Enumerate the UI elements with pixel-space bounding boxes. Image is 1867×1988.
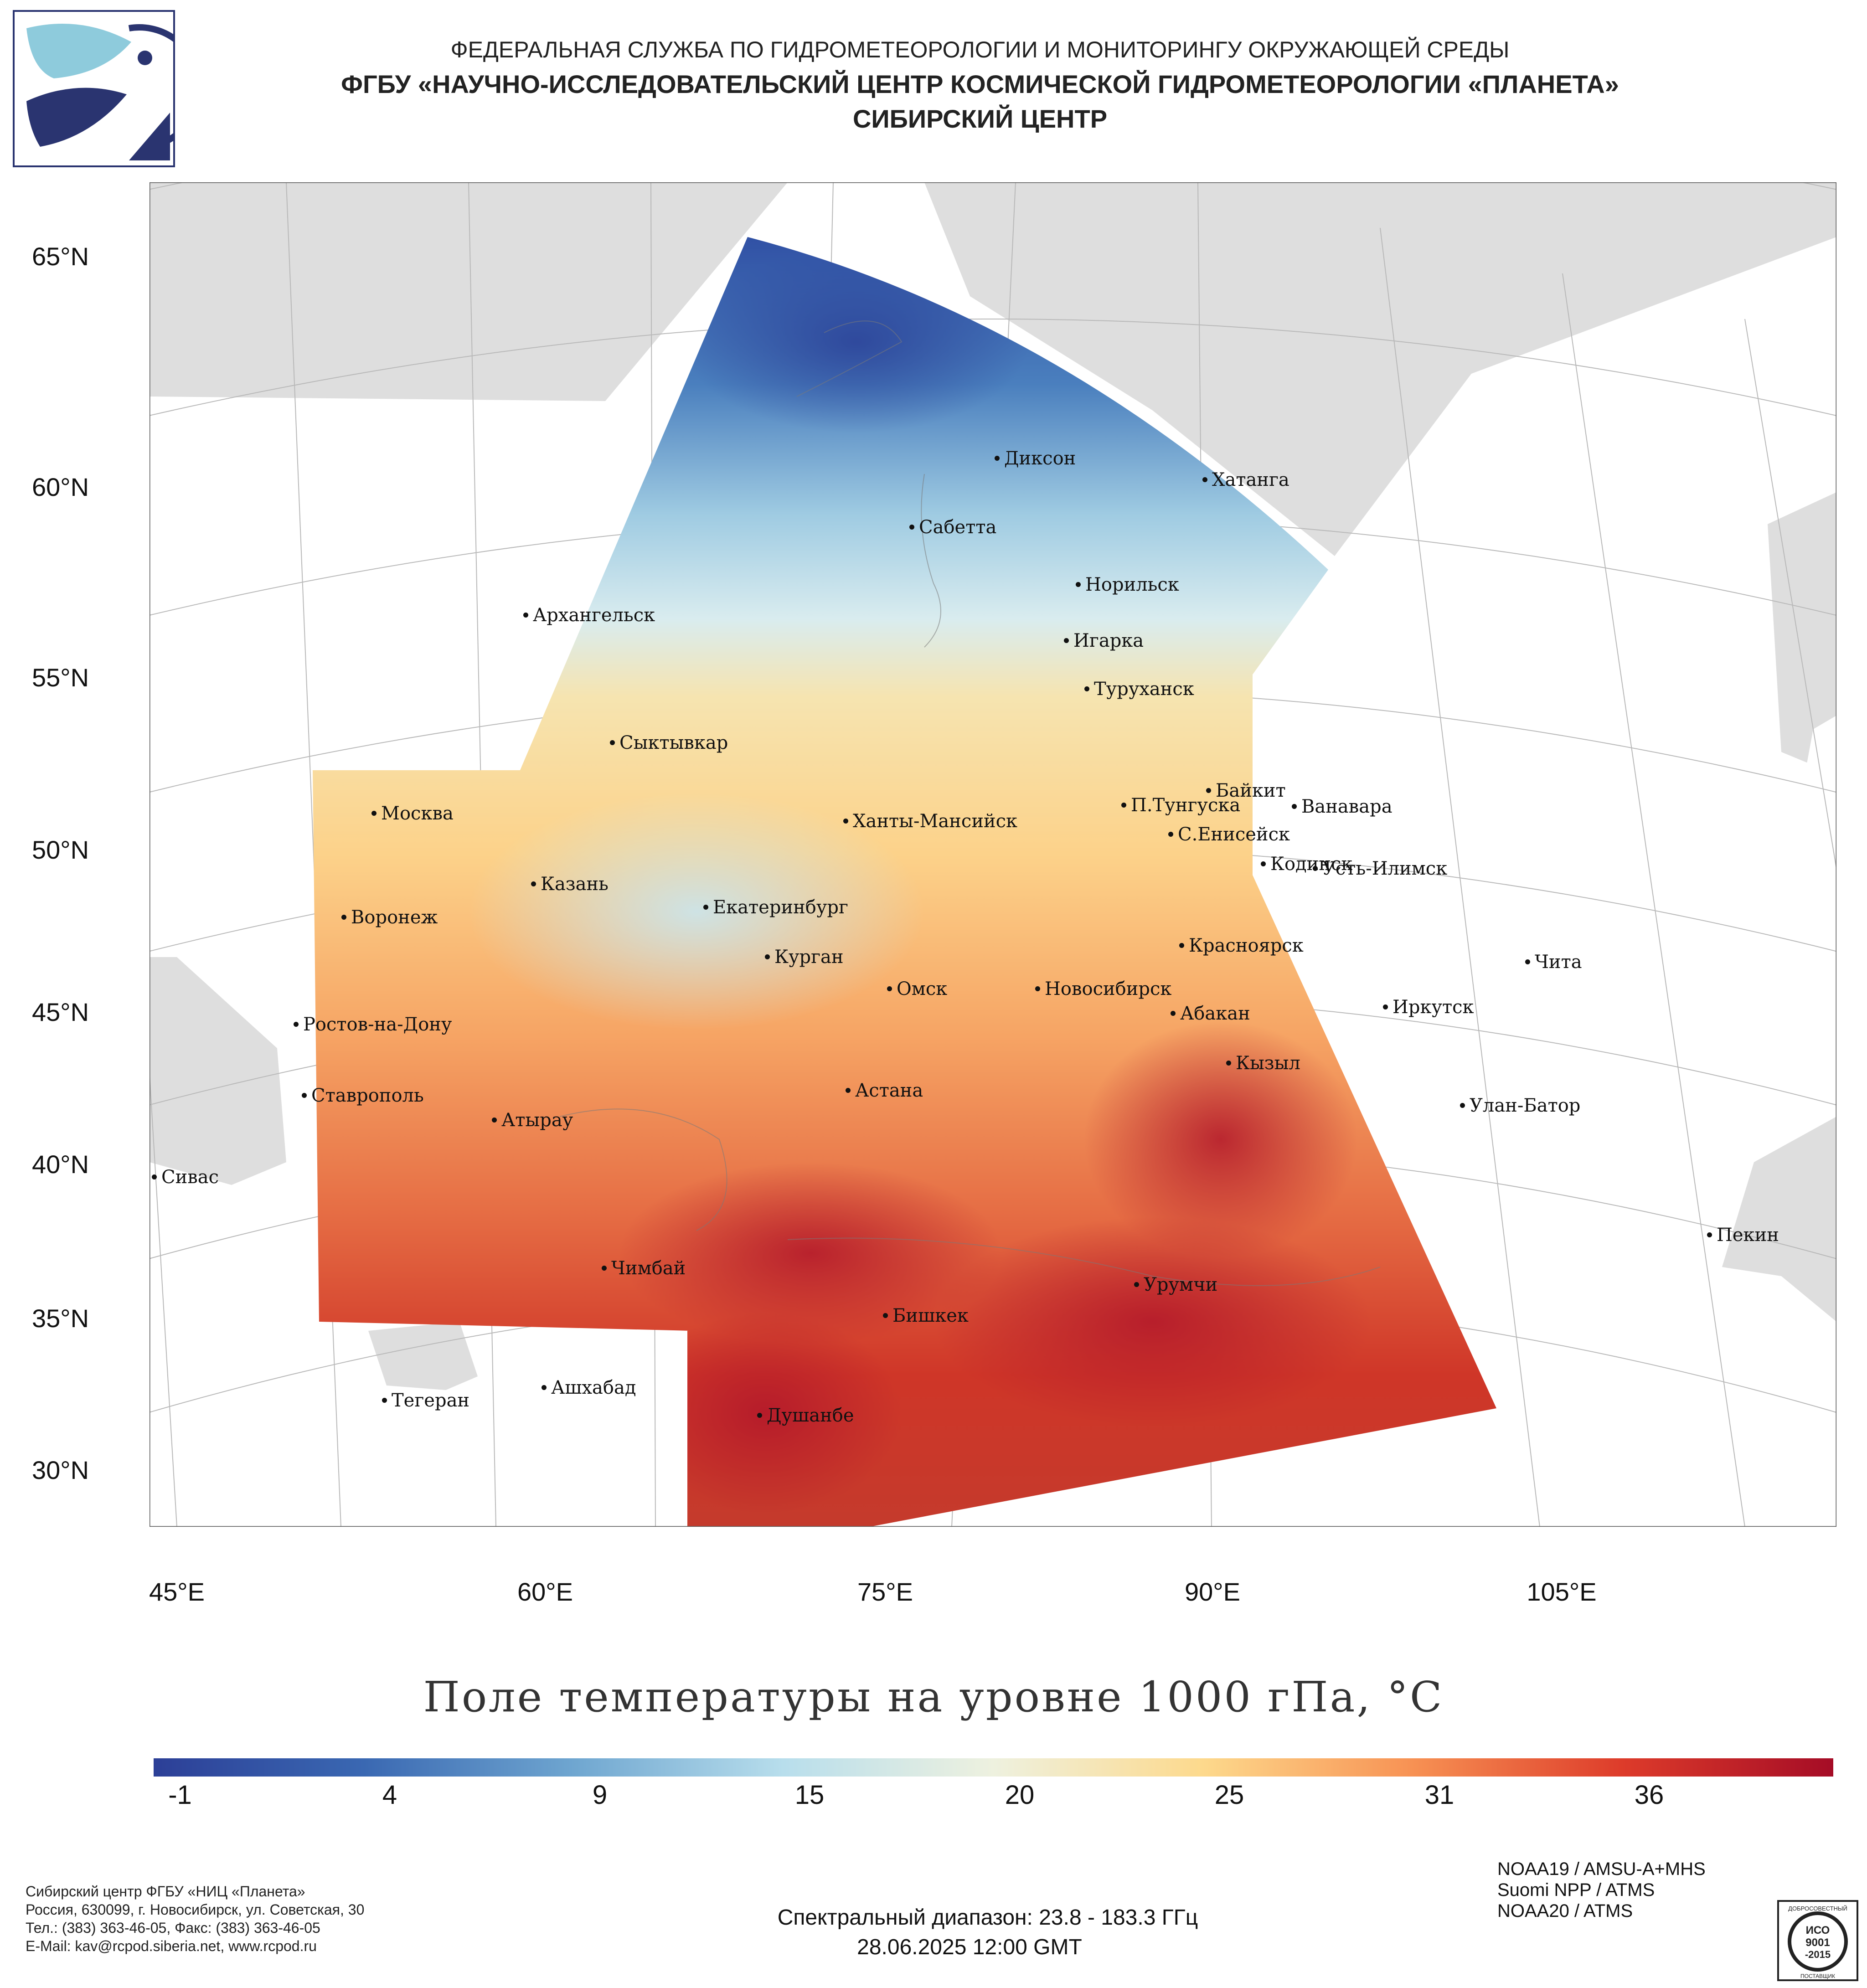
city-marker: С.Енисейск — [1168, 824, 1290, 845]
city-marker: Чита — [1525, 952, 1582, 973]
colorbar-tick: 36 — [1634, 1780, 1664, 1810]
city-marker: Курган — [765, 947, 844, 968]
observation-datetime: 28.06.2025 12:00 GMT — [857, 1935, 1082, 1959]
lat-label: 55°N — [32, 663, 89, 692]
city-marker: Чимбай — [602, 1258, 686, 1279]
city-marker: Воронеж — [341, 907, 438, 928]
lon-label: 45°E — [149, 1577, 205, 1606]
lon-label: 105°E — [1527, 1577, 1597, 1606]
satellite-list: NOAA19 / AMSU-A+MHS Suomi NPP / ATMS NOA… — [1497, 1859, 1706, 1921]
city-marker: Сабетта — [909, 517, 996, 538]
colorbar-tick: 20 — [1005, 1780, 1035, 1810]
colorbar-tick: 9 — [592, 1780, 608, 1810]
city-marker: Кодинск — [1261, 854, 1352, 875]
spectral-range: Спектральный диапазон: 23.8 - 183.3 ГГц — [777, 1906, 1198, 1930]
city-marker: Атырау — [492, 1110, 573, 1131]
lat-label: 35°N — [32, 1304, 89, 1333]
lon-label: 60°E — [517, 1577, 573, 1606]
org-contact: Сибирский центр ФГБУ «НИЦ «Планета» Росс… — [26, 1882, 572, 1955]
city-marker: Бишкек — [883, 1305, 969, 1326]
lat-label: 50°N — [32, 835, 89, 864]
city-marker: Архангельск — [523, 605, 655, 626]
city-marker: Ванавара — [1292, 796, 1393, 817]
lon-label: 90°E — [1184, 1577, 1241, 1606]
colorbar — [154, 1758, 1833, 1777]
badge-text: 9001 — [1805, 1936, 1830, 1949]
city-marker: Урумчи — [1134, 1274, 1217, 1295]
city-marker: Туруханск — [1084, 679, 1194, 700]
city-marker: Казань — [531, 874, 609, 895]
city-marker: Тегеран — [382, 1390, 469, 1411]
lat-label: 30°N — [32, 1456, 89, 1484]
city-marker: Омск — [887, 979, 947, 999]
city-marker: Кызыл — [1226, 1053, 1300, 1074]
org-line: Тел.: (383) 363-46-05, Факс: (383) 363-4… — [26, 1920, 320, 1936]
badge-text: -2015 — [1805, 1949, 1831, 1960]
city-marker: Москва — [371, 803, 454, 824]
lat-label: 45°N — [32, 998, 89, 1026]
legend-title: Поле температуры на уровне 1000 гПа, °C — [423, 1673, 1444, 1721]
iso-badge: ДОБРОСОВЕСТНЫЙ ИСО 9001 -2015 ПОСТАВЩИК — [1777, 1900, 1859, 1982]
city-marker: Екатеринбург — [703, 897, 848, 918]
colorbar-tick: 4 — [382, 1780, 397, 1810]
city-marker: Ашхабад — [542, 1377, 636, 1398]
city-marker: Абакан — [1171, 1003, 1250, 1024]
badge-bottom-text: ПОСТАВЩИК — [1800, 1973, 1835, 1979]
city-marker: Ханты-Мансийск — [843, 811, 1017, 832]
colorbar-tick: 25 — [1214, 1780, 1244, 1810]
org-line: Сибирский центр ФГБУ «НИЦ «Планета» — [26, 1883, 305, 1900]
center-name: СИБИРСКИЙ ЦЕНТР — [852, 104, 1108, 133]
city-marker: Красноярск — [1179, 935, 1304, 956]
city-marker: Хатанга — [1202, 469, 1289, 490]
city-marker: Игарка — [1064, 630, 1144, 651]
institute-name: ФГБУ «НАУЧНО-ИССЛЕДОВАТЕЛЬСКИЙ ЦЕНТР КОС… — [341, 70, 1619, 98]
city-marker: Иркутск — [1383, 997, 1474, 1018]
city-marker: Норильск — [1076, 574, 1179, 595]
lat-label: 60°N — [32, 473, 89, 501]
city-marker: Ставрополь — [302, 1085, 424, 1106]
city-marker: Новосибирск — [1035, 979, 1171, 999]
agency-name: ФЕДЕРАЛЬНАЯ СЛУЖБА ПО ГИДРОМЕТЕОРОЛОГИИ … — [450, 37, 1510, 62]
city-marker: Усть-Илимск — [1313, 858, 1447, 879]
lat-label: 65°N — [32, 242, 89, 271]
city-marker: Пекин — [1707, 1225, 1779, 1246]
colorbar-tick: 31 — [1424, 1780, 1454, 1810]
city-marker: Улан-Батор — [1460, 1095, 1580, 1116]
org-line: E-Mail: kav@rcpod.siberia.net, www.rcpod… — [26, 1938, 317, 1954]
badge-text: ИСО — [1806, 1924, 1830, 1936]
city-marker: Сыктывкар — [610, 732, 728, 753]
lat-label: 40°N — [32, 1150, 89, 1179]
satellite-entry: NOAA19 / AMSU-A+MHS — [1497, 1859, 1706, 1879]
city-marker: Байкит — [1206, 780, 1286, 801]
city-marker: Душанбе — [757, 1405, 854, 1426]
map-panel[interactable] — [150, 182, 1836, 1527]
colorbar-tick: 15 — [794, 1780, 825, 1810]
city-marker: Астана — [846, 1080, 923, 1101]
city-marker: Сивас — [152, 1167, 219, 1188]
city-marker: Ростов-на-Дону — [294, 1014, 452, 1035]
lon-label: 75°E — [857, 1577, 913, 1606]
badge-top-text: ДОБРОСОВЕСТНЫЙ — [1788, 1905, 1847, 1912]
city-marker: Диксон — [995, 448, 1076, 469]
colorbar-tick: -1 — [168, 1780, 192, 1810]
organization-logo — [13, 10, 203, 167]
city-marker: П.Тунгуска — [1121, 795, 1240, 816]
satellite-entry: Suomi NPP / ATMS — [1497, 1880, 1655, 1900]
org-line: Россия, 630099, г. Новосибирск, ул. Сове… — [26, 1901, 365, 1918]
satellite-entry: NOAA20 / ATMS — [1497, 1901, 1633, 1921]
